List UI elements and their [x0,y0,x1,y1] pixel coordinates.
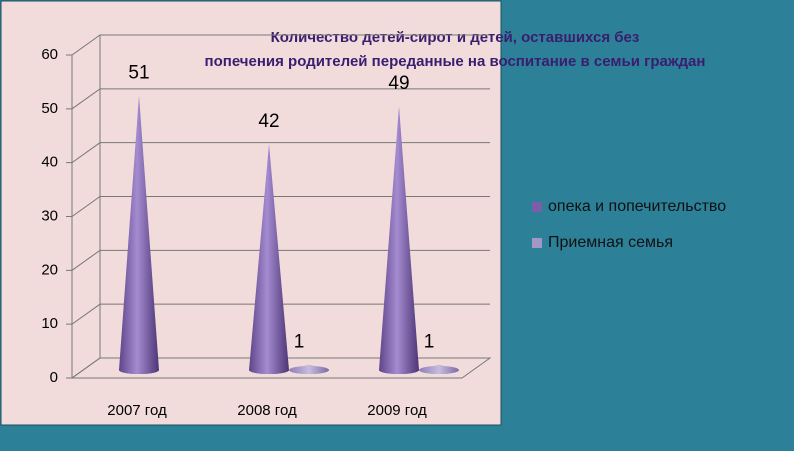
cone [379,106,419,374]
cone [249,143,289,374]
grid-line [66,303,490,325]
y-tick-label: 30 [41,207,58,224]
value-label: 1 [424,332,435,353]
grid-line [66,249,490,271]
y-tick-label: 40 [41,154,58,171]
cone [119,95,159,374]
legend-swatch [532,202,542,212]
cone [419,364,459,374]
cone-body [419,364,459,374]
x-tick-label: 2009 год [367,402,427,419]
value-label: 49 [388,73,409,94]
value-label: 42 [258,111,279,132]
chart-title: Количество детей-сирот и детей, оставших… [205,29,706,70]
legend: опека и попечительство Приемная семья [532,198,726,251]
grid-line [66,196,490,217]
y-tick-label: 20 [41,261,58,278]
cone-body [249,143,289,374]
cone-body [379,106,419,374]
y-tick-label: 0 [50,369,58,386]
legend-label: опека и попечительство [548,198,726,215]
grid-line [66,357,490,379]
cone-body [289,364,329,374]
y-tick-label: 50 [41,100,58,117]
y-tick-label: 60 [41,46,58,63]
cone-body [119,95,159,374]
grid-line [66,142,490,164]
value-label: 1 [294,332,305,353]
grid-line [66,88,490,110]
grid-line [66,34,490,56]
value-label: 51 [128,62,149,83]
x-tick-label: 2008 год [237,402,297,419]
x-tick-label: 2007 год [107,402,167,419]
legend-swatch [532,238,542,248]
y-tick-label: 10 [41,315,58,332]
legend-label: Приемная семья [548,234,673,251]
cone [289,364,329,374]
